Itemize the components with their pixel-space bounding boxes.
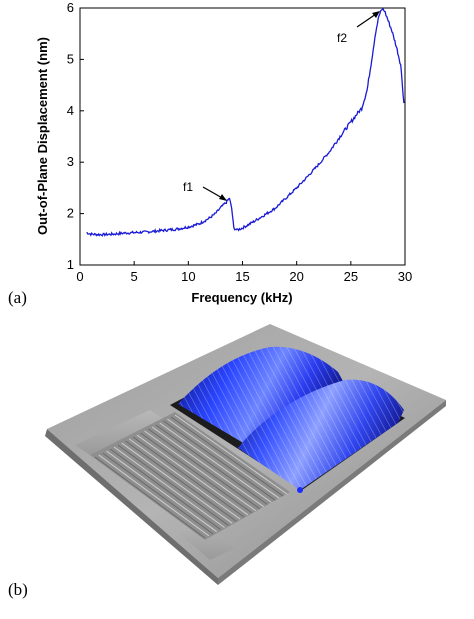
- panel-label-a: (a): [8, 288, 27, 307]
- y-tick-label: 2: [67, 206, 74, 221]
- comb-fingers: [94, 414, 288, 539]
- x-tick-label: 5: [131, 269, 138, 284]
- chart-panel-a: 0 5 10 15 20 25 30 1 2 3 4 5 6 Frequency (kHz) Out-…: [8, 0, 412, 307]
- x-tick-group: 0 5 10 15 20 25 30: [76, 261, 412, 284]
- comb-finger: [109, 448, 221, 531]
- y-axis-label: Out-of-Plane Displacement (nm): [35, 37, 50, 235]
- y-tick-label: 6: [67, 0, 74, 15]
- membrane-lower-ribs: [238, 379, 404, 490]
- comb-finger: [102, 452, 214, 535]
- comb-finger: [113, 446, 225, 528]
- y-tick-label: 3: [67, 154, 74, 169]
- x-tick-label: 10: [181, 269, 195, 284]
- comb-finger: [132, 436, 245, 518]
- substrate-edge-right: [218, 400, 446, 585]
- comb-drive-region: [90, 412, 290, 540]
- annotation-f2: f2: [337, 31, 347, 45]
- membrane-upper-ribs: [178, 346, 345, 447]
- annotation-f2-arrowhead: [372, 11, 380, 18]
- plot-frame: [79, 7, 406, 266]
- membrane-anchor-dot: [297, 487, 303, 493]
- panel-label-b: (b): [8, 580, 28, 599]
- y-tick-label: 4: [67, 103, 74, 118]
- comb-finger: [159, 422, 272, 503]
- annotation-f1: f1: [183, 180, 193, 194]
- series-line: [86, 7, 405, 237]
- substrate-edge: [45, 429, 218, 585]
- annotation-f1-arrowhead: [219, 194, 227, 201]
- comb-finger: [155, 424, 268, 505]
- comb-finger: [163, 420, 276, 501]
- x-axis-label: Frequency (kHz): [191, 290, 292, 305]
- x-tick-label: 20: [289, 269, 303, 284]
- comb-finger: [170, 416, 284, 497]
- comb-finger: [94, 456, 206, 539]
- comb-finger: [117, 444, 229, 526]
- y-tick-label: 1: [67, 257, 74, 272]
- bond-pad-left: [75, 410, 165, 455]
- comb-finger: [125, 440, 237, 522]
- comb-finger: [98, 454, 210, 537]
- x-tick-label: 25: [344, 269, 358, 284]
- comb-finger: [167, 418, 280, 499]
- comb-finger: [174, 414, 288, 495]
- render-panel-b: (b): [8, 324, 446, 599]
- comb-finger: [106, 450, 218, 533]
- comb-finger: [151, 426, 264, 507]
- comb-finger: [148, 428, 260, 510]
- comb-finger: [140, 432, 253, 514]
- comb-finger: [128, 438, 241, 520]
- comb-finger: [144, 430, 257, 512]
- annotation-f2-arrow: [356, 13, 377, 28]
- y-tick-label: 5: [67, 51, 74, 66]
- x-tick-label: 15: [235, 269, 249, 284]
- comb-finger: [136, 434, 249, 516]
- comb-finger: [121, 442, 233, 524]
- y-tick-group: 1 2 3 4 5 6: [67, 0, 84, 272]
- x-tick-label: 0: [76, 269, 83, 284]
- x-tick-label: 30: [398, 269, 412, 284]
